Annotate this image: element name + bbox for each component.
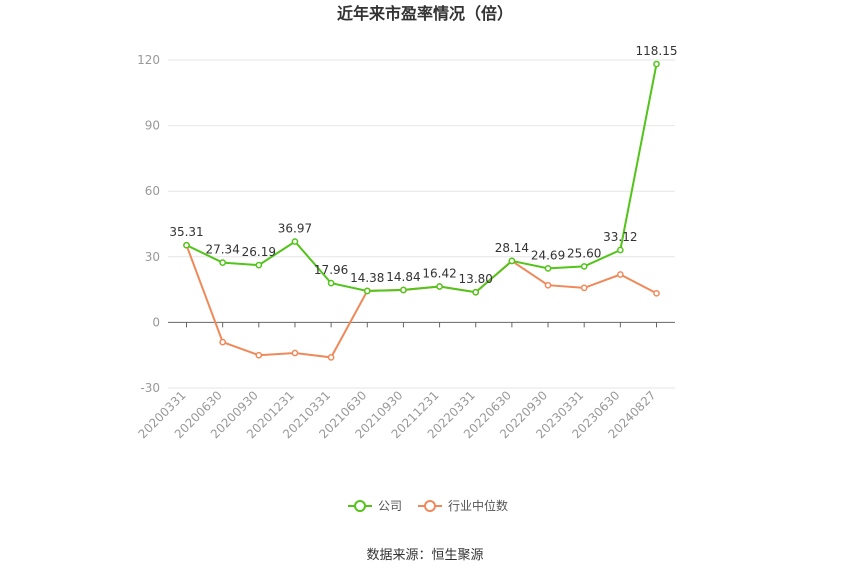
data-point: [219, 338, 227, 346]
data-point: [653, 289, 660, 297]
data-point: [327, 354, 335, 361]
data-label: 27.34: [205, 243, 239, 257]
data-point: [472, 288, 480, 296]
legend-marker: [424, 500, 436, 512]
y-tick-label: 30: [145, 250, 160, 264]
data-label: 33.12: [603, 230, 637, 244]
y-axis-ticks: 120 90 60 30 0 -30: [137, 53, 160, 395]
legend-label: 公司: [378, 499, 402, 513]
data-label: 28.14: [495, 241, 529, 255]
series-line-1: [185, 244, 657, 359]
data-label: 14.38: [350, 271, 384, 285]
data-point: [363, 287, 371, 295]
data-label: 24.69: [531, 248, 565, 262]
series-lines: [185, 63, 658, 359]
data-label: 36.97: [278, 222, 312, 236]
data-point: [653, 60, 660, 68]
data-label: 16.42: [422, 266, 456, 280]
legend[interactable]: 公司 行业中位数: [348, 498, 508, 513]
series-points: [183, 60, 660, 361]
legend-item-1[interactable]: 行业中位数: [418, 498, 508, 513]
data-label: 118.15: [636, 44, 678, 58]
data-point: [219, 259, 227, 266]
data-point: [616, 246, 624, 254]
data-point: [291, 238, 299, 245]
gridlines: [168, 59, 675, 389]
data-point: [400, 286, 407, 294]
data-point: [255, 261, 263, 269]
data-label: 14.84: [386, 270, 420, 284]
data-point: [616, 271, 624, 278]
legend-marker: [354, 500, 366, 512]
data-label: 17.96: [314, 263, 348, 277]
y-tick-label: 120: [137, 53, 160, 67]
data-point: [436, 283, 443, 290]
data-point: [580, 263, 588, 270]
data-point: [508, 257, 516, 265]
data-point: [327, 279, 335, 287]
chart-title: 近年来市盈率情况（倍）: [337, 4, 513, 23]
y-tick-label: -30: [140, 381, 160, 395]
data-point: [544, 265, 552, 272]
data-point: [580, 284, 588, 292]
data-label: 26.19: [242, 245, 276, 259]
series-line-0: [186, 63, 658, 294]
data-label: 25.60: [567, 246, 601, 260]
data-point: [183, 241, 190, 249]
source-note: 数据来源：恒生聚源: [366, 548, 483, 563]
data-point: [255, 351, 263, 359]
y-tick-label: 90: [145, 119, 160, 133]
y-tick-label: 0: [152, 315, 160, 329]
x-axis: 2020033120200630202009302020123120210331…: [136, 321, 675, 441]
y-tick-label: 60: [145, 184, 160, 198]
legend-label: 行业中位数: [448, 498, 508, 513]
data-label: 13.80: [459, 272, 493, 286]
data-point: [544, 281, 552, 289]
data-label: 35.31: [169, 225, 203, 239]
legend-item-0[interactable]: 公司: [348, 499, 402, 513]
data-point: [291, 349, 299, 357]
